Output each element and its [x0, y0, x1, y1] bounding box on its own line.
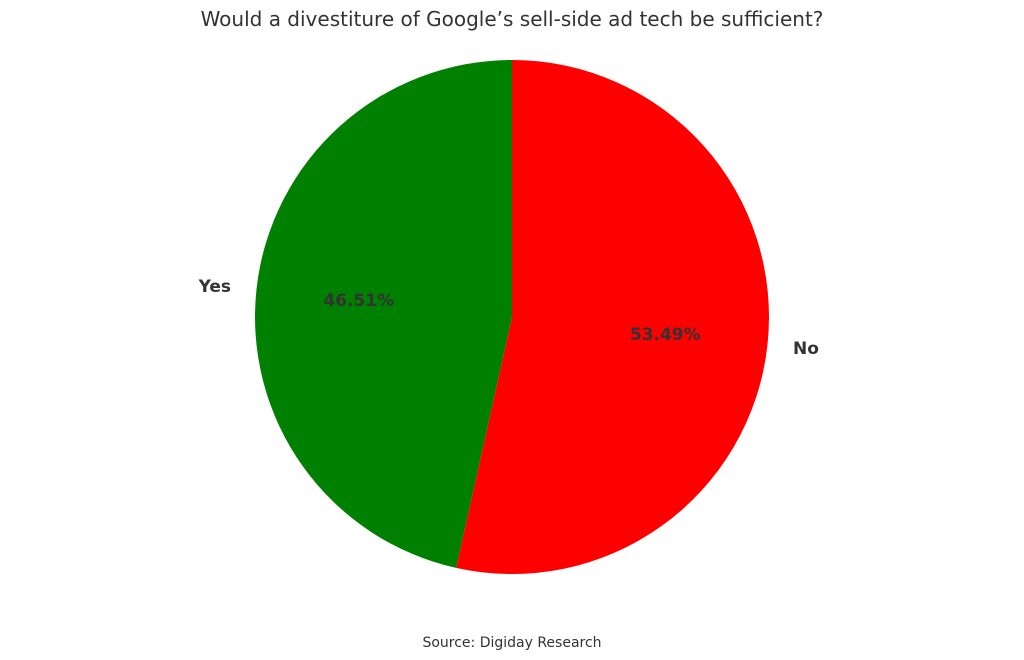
slice-label-no: No: [793, 339, 819, 359]
pie-slice-no: [456, 60, 770, 574]
slice-percent-no: 53.49%: [630, 325, 701, 345]
pie-slice-yes: [255, 60, 512, 568]
chart-source: Source: Digiday Research: [422, 635, 601, 651]
slice-percent-yes: 46.51%: [323, 291, 394, 311]
slice-label-yes: Yes: [198, 277, 231, 297]
chart-title: Would a divestiture of Google’s sell-sid…: [201, 7, 824, 31]
